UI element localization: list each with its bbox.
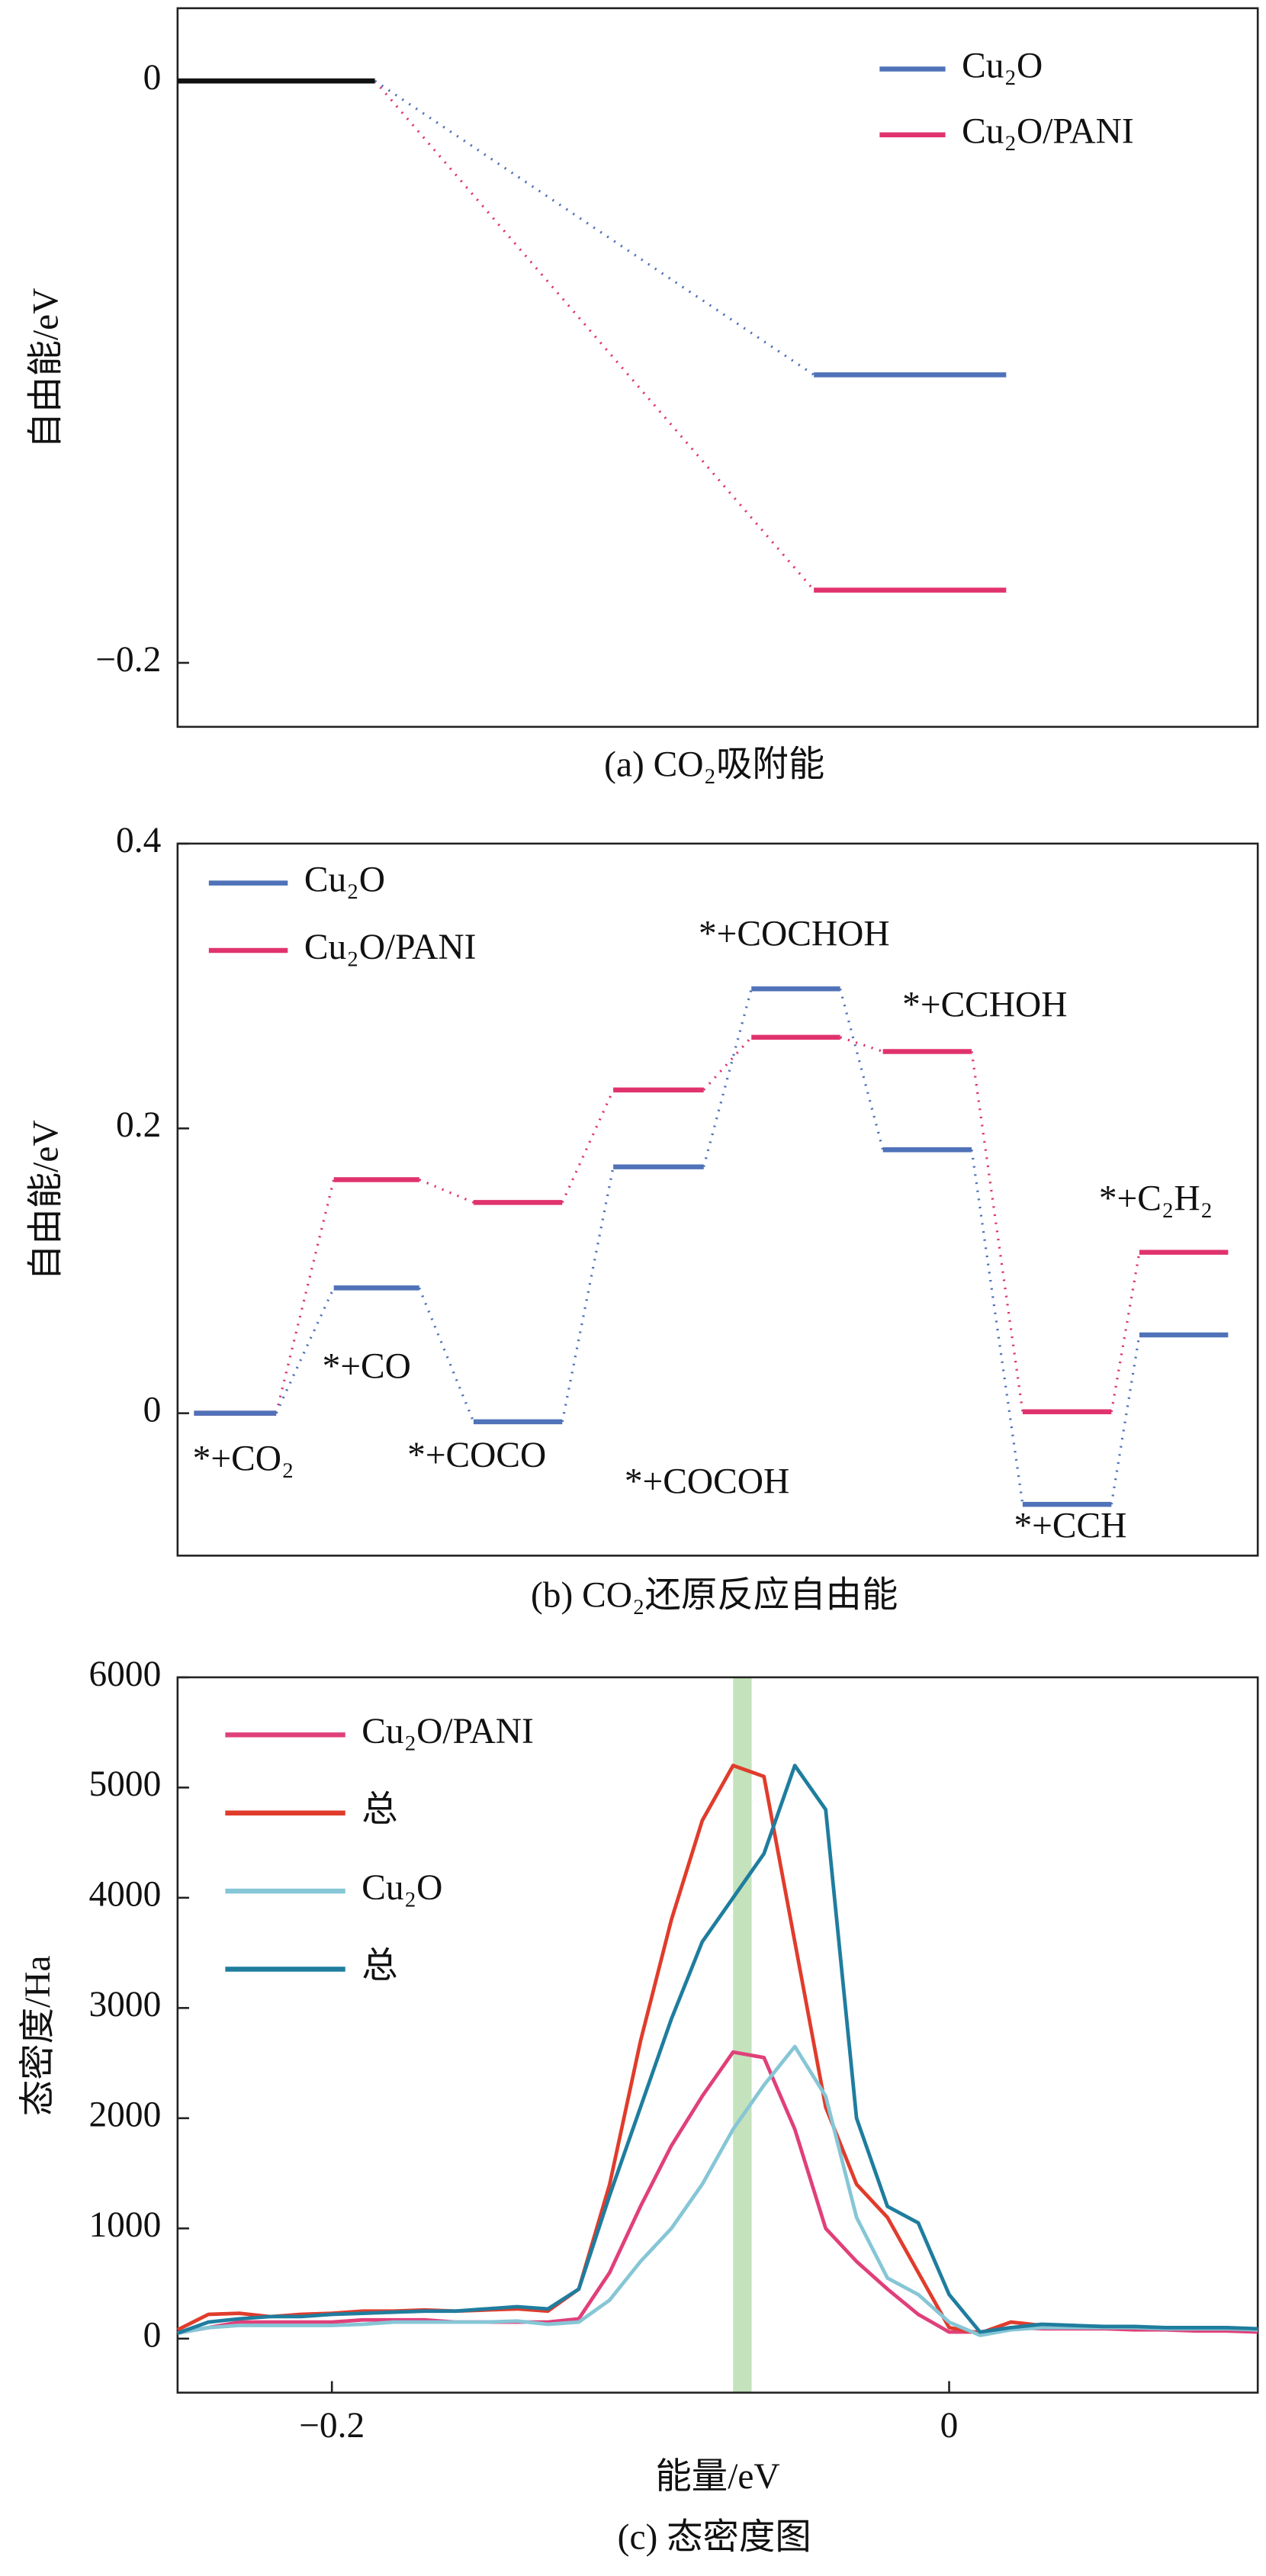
x-tick-label: 0 [940,2406,959,2446]
connector [374,79,815,376]
legend-label: Cu₂O/PANI [361,1712,534,1751]
legend-label: Cu₂O [962,46,1043,85]
state-label: *+CO₂ [193,1439,294,1478]
y-tick-label: 0 [143,1391,162,1430]
chart-caption: (a) CO₂吸附能 [604,745,824,785]
state-label: *+CO [323,1347,411,1387]
y-axis-label: 自由能/eV [27,288,66,449]
connector [839,988,885,1150]
state-label: *+COCOH [625,1462,789,1502]
y-tick-label: 3000 [88,1985,161,2024]
chart-caption: (c) 态密度图 [618,2518,811,2558]
connector [1110,1334,1141,1505]
series-line [177,2044,1258,2337]
connector [702,1036,753,1091]
legend-label: 总 [361,1790,397,1830]
y-axis-label: 自由能/eV [27,1120,66,1281]
state-label: *+COCO [407,1436,546,1475]
connector [970,1150,1024,1505]
y-tick-label: 0 [143,2316,162,2356]
plot-frame [176,1676,1259,2394]
chart-caption: (b) CO₂还原反应自由能 [531,1575,898,1615]
y-tick-label: 2000 [88,2095,161,2135]
x-tick-label: −0.2 [299,2406,365,2446]
state-label: *+CCHOH [902,985,1067,1024]
series-line [176,1764,1258,2335]
connector [970,1051,1024,1413]
legend-label: 总 [361,1946,397,1986]
connector [418,1287,475,1423]
y-tick-label: 1000 [88,2205,161,2245]
state-label: *+CCH [1014,1507,1126,1546]
state-label: *+COCHOH [699,915,890,954]
legend-label: Cu₂O/PANI [304,928,477,967]
connector [1110,1252,1141,1413]
y-tick-label: 4000 [88,1875,161,1915]
connector [702,988,753,1168]
state-label: *+C₂H₂ [1099,1179,1213,1219]
y-tick-label: −0.2 [95,640,161,680]
legend-label: Cu₂O/PANI [962,112,1134,152]
plot-frame [176,842,1259,1557]
connector [561,1089,615,1204]
y-tick-label: 0.4 [116,821,161,860]
y-tick-label: 6000 [88,1655,161,1694]
y-tick-label: 5000 [88,1764,161,1804]
connector [840,1036,884,1053]
x-axis-label: 能量/eV [655,2457,779,2497]
y-axis-label: 态密度/Ha [18,1955,58,2116]
series-line [177,1764,1258,2335]
y-tick-label: 0.2 [116,1105,161,1145]
legend-label: Cu₂O [361,1868,442,1908]
connector [374,80,815,591]
y-tick-label: 0 [143,58,162,98]
connector [419,1179,474,1204]
plot-frame [176,7,1259,728]
connector [561,1166,615,1423]
highlight-band [733,1677,752,2393]
legend-label: Cu₂O [304,860,385,900]
series-line [177,2050,1258,2335]
